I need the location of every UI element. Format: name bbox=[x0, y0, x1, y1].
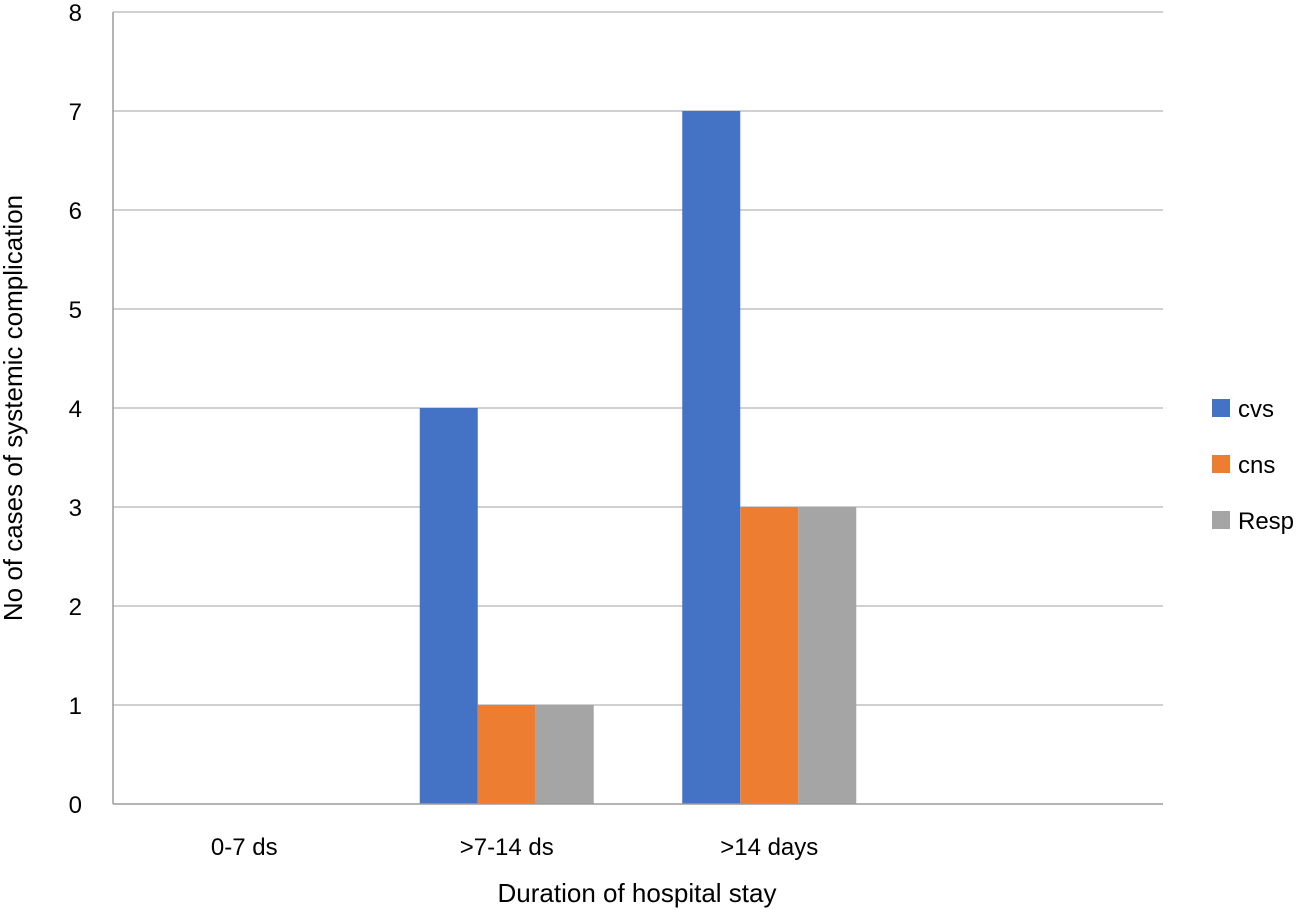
legend-item-resp: Resp bbox=[1212, 508, 1294, 535]
y-tick-label: 4 bbox=[69, 396, 82, 423]
axes bbox=[112, 12, 1163, 805]
legend-swatch bbox=[1212, 511, 1230, 529]
y-tick-label: 0 bbox=[69, 792, 82, 819]
legend-label: cns bbox=[1238, 452, 1275, 479]
x-axis-title: Duration of hospital stay bbox=[498, 878, 777, 908]
bars bbox=[419, 111, 857, 804]
y-tick-labels: 0 1 2 3 4 5 6 7 8 bbox=[69, 0, 82, 819]
bar-cns bbox=[740, 507, 799, 804]
bar-cvs bbox=[419, 408, 478, 804]
y-tick-label: 5 bbox=[69, 297, 82, 324]
y-axis-title: No of cases of systemic complication bbox=[0, 195, 28, 621]
legend-label: Resp bbox=[1238, 508, 1294, 535]
y-tick-label: 6 bbox=[69, 198, 82, 225]
legend-swatch bbox=[1212, 399, 1230, 417]
y-tick-label: 7 bbox=[69, 99, 82, 126]
bar-cvs bbox=[682, 111, 741, 804]
legend-label: cvs bbox=[1238, 396, 1274, 423]
x-category-label: >7-14 ds bbox=[460, 834, 554, 861]
legend-item-cns: cns bbox=[1212, 452, 1275, 479]
y-tick-label: 3 bbox=[69, 495, 82, 522]
y-tick-label: 1 bbox=[69, 693, 82, 720]
x-category-label: 0-7 ds bbox=[211, 834, 278, 861]
bar-resp bbox=[798, 507, 857, 804]
legend: cvs cns Resp bbox=[1212, 396, 1294, 535]
y-tick-label: 8 bbox=[69, 0, 82, 27]
gridlines bbox=[113, 11, 1163, 706]
bar-resp bbox=[535, 705, 594, 804]
legend-item-cvs: cvs bbox=[1212, 396, 1274, 423]
y-tick-label: 2 bbox=[69, 594, 82, 621]
bar-cns bbox=[477, 705, 536, 804]
x-category-label: >14 days bbox=[720, 834, 818, 861]
legend-swatch bbox=[1212, 455, 1230, 473]
x-category-labels: 0-7 ds >7-14 ds >14 days bbox=[211, 834, 818, 861]
